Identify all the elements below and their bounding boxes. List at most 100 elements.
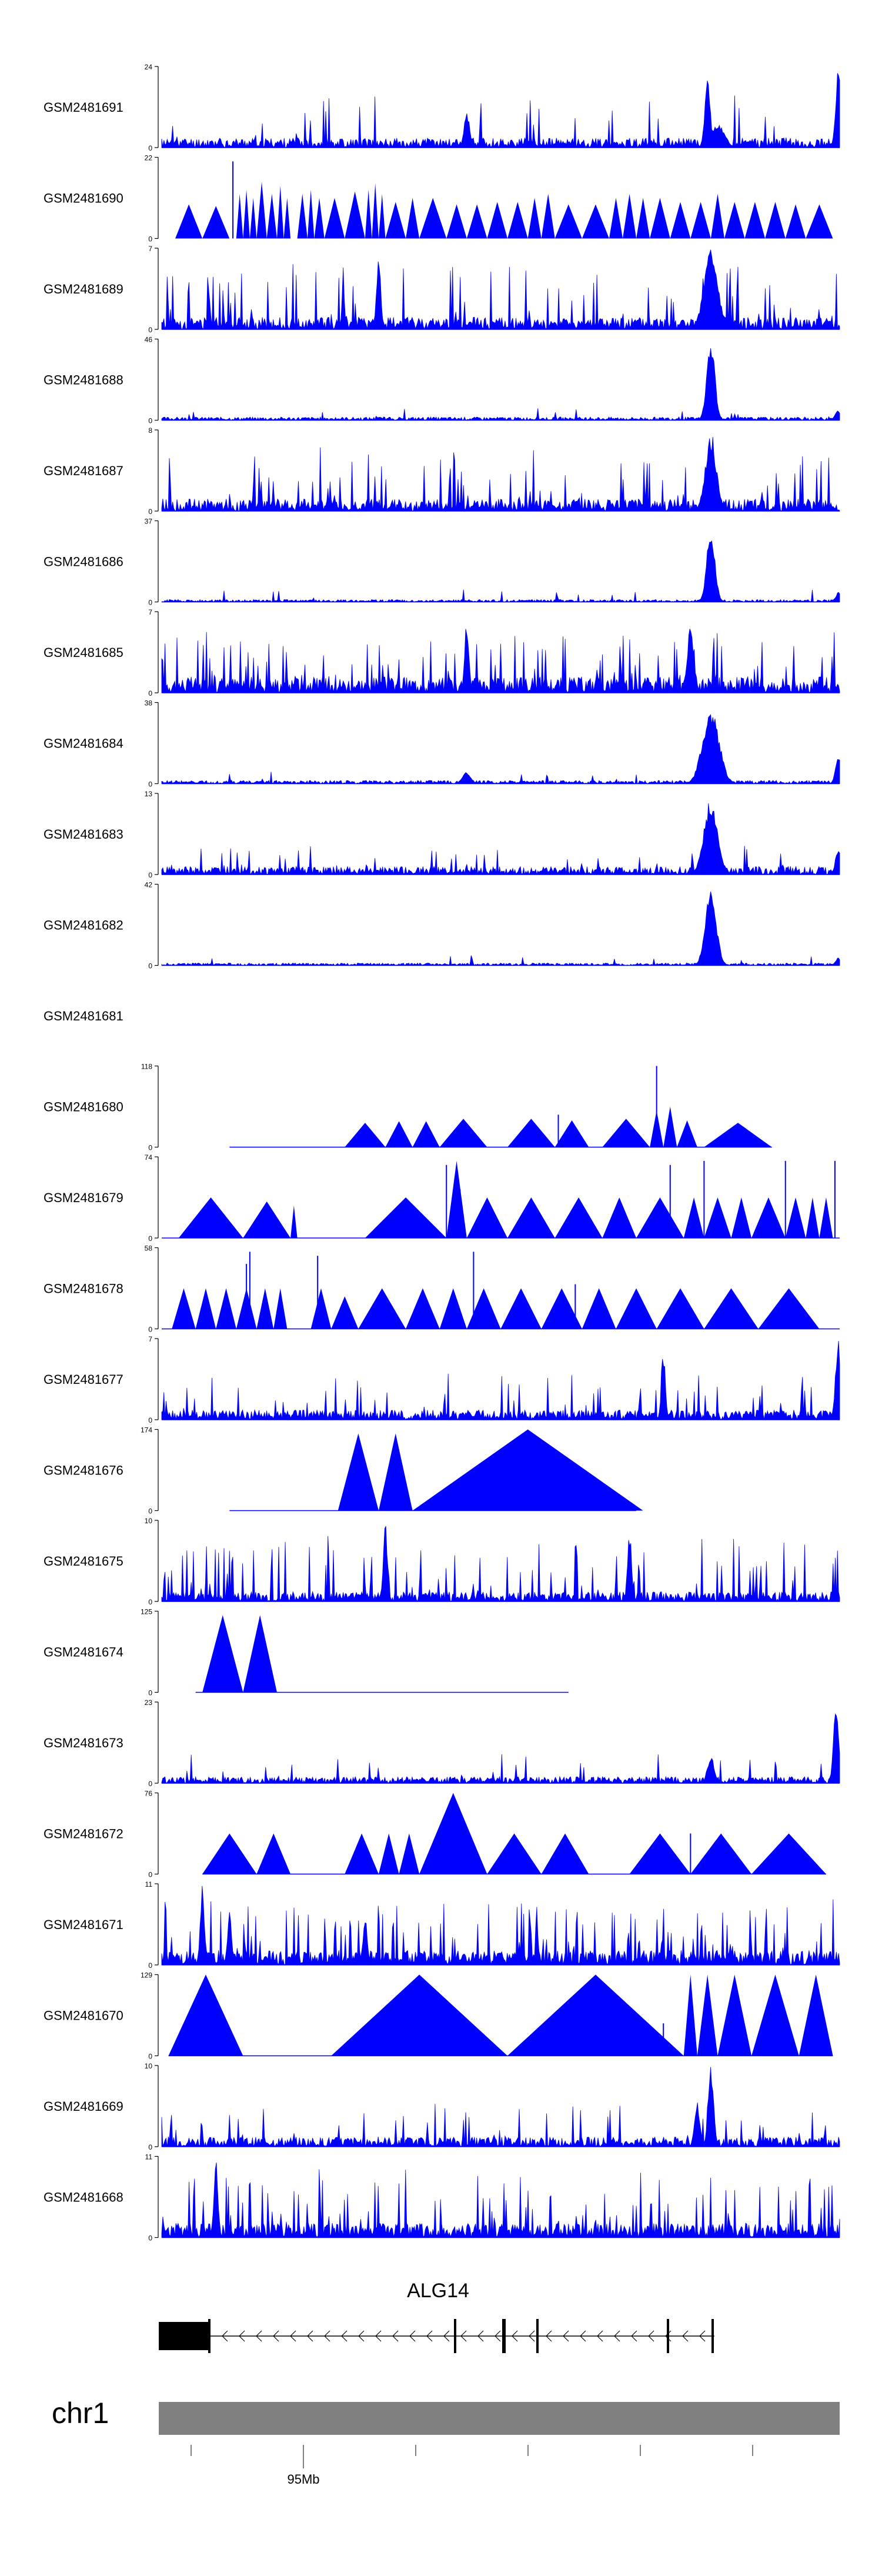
signal-triangle [670,202,691,239]
signal-triangle [399,1833,420,1874]
signal-triangle [507,1119,555,1147]
track-GSM2481681: GSM2481681 [44,1009,123,1023]
signal-triangle [466,1288,501,1329]
track-label: GSM2481683 [44,827,123,842]
signal-triangle [168,1974,243,2056]
signal-triangle [172,1288,196,1329]
exon-mark [711,2319,714,2353]
signal-triangle [419,1793,487,1874]
strand-arrow [512,2330,518,2342]
strand-arrow [409,2330,416,2342]
signal-triangle [507,202,528,239]
y-max-label: 46 [145,336,153,344]
track-GSM2481691: GSM2481691 24 0 [44,63,840,152]
signal-triangle [266,193,278,239]
strand-arrow [614,2330,620,2342]
signal-triangle [731,1197,752,1238]
strand-arrow [426,2330,433,2342]
y-zero-label: 0 [148,1416,152,1424]
track-GSM2481668: GSM2481668 11 0 [44,2153,840,2243]
signal-triangle [487,1833,542,1874]
y-max-label: 22 [145,154,153,162]
y-max-label: 58 [145,1244,153,1253]
strand-arrow [631,2330,637,2342]
strand-arrow [443,2330,450,2342]
signal-triangle [799,1974,833,2056]
signal-triangle [629,1833,691,1874]
signal-triangle [541,1833,589,1874]
signal-triangle [704,1288,759,1329]
signal-area [161,348,840,421]
track-label: GSM2481676 [44,1463,123,1478]
track-GSM2481684: GSM2481684 38 0 [44,699,840,789]
strand-arrow [682,2330,689,2342]
signal-triangle [785,1197,806,1238]
track-GSM2481680: GSM2481680 118 0 [44,1063,772,1152]
chromosome-ideogram: chr1 95Mb [52,2397,840,2487]
y-max-label: 37 [145,518,153,526]
signal-triangle [202,206,230,239]
gene-utr-block [159,2322,211,2350]
signal-triangle [345,1123,386,1147]
signal-triangle [697,1974,718,2056]
strand-arrow [222,2330,228,2342]
signal-triangle [656,1288,704,1329]
signal-triangle [819,1197,833,1238]
track-GSM2481677: GSM2481677 7 0 [44,1335,840,1424]
strand-arrow [699,2330,706,2342]
strand-arrow [546,2330,552,2342]
signal-triangle [616,1288,657,1329]
signal-area [161,2162,840,2238]
signal-area [161,437,840,512]
signal-triangle [602,1197,637,1238]
signal-triangle [765,202,786,239]
track-label: GSM2481668 [44,2190,123,2205]
signal-triangle [290,1205,298,1238]
track-GSM2481676: GSM2481676 174 0 [44,1426,643,1516]
signal-area [161,891,840,966]
track-label: GSM2481673 [44,1736,123,1750]
signal-triangle [419,198,447,239]
track-label: GSM2481686 [44,555,123,569]
track-GSM2481690: GSM2481690 22 0 [44,154,833,243]
signal-area [161,1713,840,1784]
signal-triangle [487,202,508,239]
y-zero-label: 0 [148,1871,152,1879]
track-label: GSM2481681 [44,1009,123,1023]
y-max-label: 76 [145,1790,153,1798]
signal-triangle [243,1615,278,1693]
signal-triangle [717,1974,752,2056]
y-max-label: 24 [145,63,153,71]
signal-triangle [507,1197,555,1238]
y-zero-label: 0 [148,326,152,334]
track-label: GSM2481669 [44,2099,123,2114]
signal-triangle [372,183,379,239]
signal-triangle [541,1288,582,1329]
y-max-label: 8 [148,426,152,435]
signal-triangle [345,1833,379,1874]
signal-triangle [297,193,308,239]
signal-triangle [683,1974,697,2056]
track-GSM2481688: GSM2481688 46 0 [44,336,840,425]
signal-triangle [406,198,420,239]
gene-label: ALG14 [407,2280,469,2302]
y-zero-label: 0 [148,508,152,516]
signal-triangle [677,1120,697,1147]
track-GSM2481675: GSM2481675 10 0 [44,1517,840,1606]
y-zero-label: 0 [148,1326,152,1334]
signal-area [161,714,840,785]
signal-triangle [466,1197,508,1238]
signal-triangle [256,181,267,239]
y-zero-label: 0 [148,417,152,425]
y-max-label: 118 [141,1063,152,1071]
y-max-label: 125 [141,1608,152,1616]
track-label: GSM2481677 [44,1372,123,1387]
signal-triangle [310,1288,332,1329]
signal-triangle [758,1288,820,1329]
signal-area [161,1340,840,1421]
signal-triangle [358,1288,406,1329]
y-max-label: 7 [148,245,152,253]
exon-mark [536,2319,539,2353]
signal-triangle [724,202,745,239]
signal-triangle [216,1288,236,1329]
